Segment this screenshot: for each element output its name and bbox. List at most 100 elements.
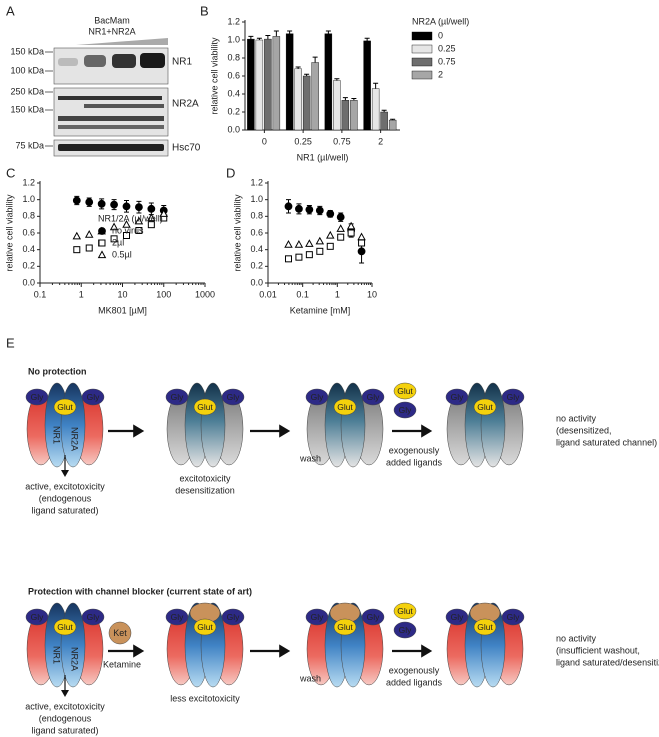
y-tick-label: 0.2 — [250, 261, 263, 271]
point — [284, 255, 292, 263]
point — [109, 222, 119, 231]
legend-marker — [98, 227, 106, 235]
point — [72, 196, 81, 205]
bar — [371, 88, 380, 131]
glycine-label: Gly — [31, 392, 45, 402]
glycine-label: Gly — [311, 612, 325, 622]
point — [295, 204, 303, 213]
point — [295, 253, 303, 261]
y-tick-label: 0.8 — [227, 52, 240, 62]
ligand-caption: added ligands — [386, 457, 443, 467]
glycine — [361, 608, 385, 626]
glutamate — [193, 618, 217, 636]
point — [357, 232, 366, 241]
glycine-label: Gly — [171, 612, 185, 622]
glycine-label: Gly — [31, 612, 45, 622]
y-axis-label: relative cell viability — [209, 37, 219, 115]
glutamate — [473, 398, 497, 416]
point — [110, 200, 118, 209]
y-tick-label: 0.6 — [227, 70, 240, 80]
x-tick-label: 0 — [262, 136, 267, 146]
state-caption: (endogenous — [39, 713, 92, 723]
x-tick-label: 100 — [156, 289, 171, 299]
glutamate — [53, 618, 77, 636]
x-tick-label: 1 — [335, 289, 340, 299]
bar — [294, 68, 302, 131]
point — [337, 233, 345, 241]
x-tick-label: 0.1 — [296, 289, 309, 299]
result-caption: (desensitized, — [556, 425, 612, 435]
point — [326, 230, 335, 239]
bar — [285, 33, 294, 131]
ligand-caption: exogenously — [389, 445, 440, 455]
state-caption: ligand saturated) — [31, 725, 98, 735]
glutamate — [393, 602, 417, 620]
state-caption: ligand saturated) — [31, 505, 98, 515]
panel-letter: D — [226, 165, 235, 180]
protein-label: Hsc70 — [172, 143, 201, 154]
glycine-label: Gly — [451, 612, 465, 622]
y-tick-label: 0.4 — [227, 88, 240, 98]
legend-label: 0.75 — [438, 56, 456, 66]
row-title: No protection — [28, 366, 87, 376]
y-tick-label: 0.0 — [250, 277, 263, 287]
point — [135, 227, 143, 234]
x-axis-label: MK801 [µM] — [98, 305, 147, 315]
point — [284, 202, 293, 211]
row-title: Protection with channel blocker (current… — [28, 586, 252, 596]
y-tick-label: 0.8 — [250, 211, 263, 221]
glutamate-label: Glut — [337, 622, 353, 632]
bar — [350, 100, 358, 131]
x-tick-label: 10 — [367, 289, 377, 299]
marker-label: 250 kDa — [10, 86, 44, 96]
x-tick-label: 2 — [378, 136, 383, 146]
y-tick-label: 0.0 — [22, 277, 35, 287]
legend-label: 2µl — [112, 237, 124, 247]
legend-label: no virus — [112, 225, 144, 235]
legend-marker — [98, 239, 106, 247]
legend-label: 2 — [438, 69, 443, 79]
glycine — [393, 621, 417, 639]
result-caption: no activity — [556, 633, 597, 643]
legend-swatch — [411, 31, 433, 41]
point — [134, 216, 144, 225]
glutamate — [473, 618, 497, 636]
x-tick-label: 1 — [79, 289, 84, 299]
point — [315, 206, 324, 215]
ketamine — [108, 621, 132, 645]
x-axis-label: NR1 (µl/well) — [297, 152, 349, 162]
glycine — [25, 388, 49, 406]
panel-letter: A — [6, 3, 15, 18]
x-tick-label: 10 — [117, 289, 127, 299]
x-tick-label: 0.01 — [259, 289, 277, 299]
glycine — [165, 388, 189, 406]
glutamate — [53, 398, 77, 416]
result-caption: no activity — [556, 413, 597, 423]
subunit-label: NR2A — [70, 427, 80, 451]
y-tick-label: 1.2 — [227, 16, 240, 26]
point — [326, 242, 334, 250]
bar — [324, 33, 333, 131]
panel-letter: B — [200, 3, 209, 18]
point — [97, 199, 106, 208]
ligand-caption: exogenously — [389, 665, 440, 675]
point — [336, 224, 345, 232]
band — [58, 96, 162, 100]
glycine — [81, 388, 105, 406]
subunit-label: NR2A — [70, 647, 80, 671]
glycine — [221, 388, 245, 406]
legend-label: 0.5µl — [112, 249, 132, 259]
point — [110, 235, 118, 243]
glutamate-label: Glut — [197, 402, 213, 412]
band — [84, 55, 106, 67]
bar — [363, 40, 371, 131]
subunit-inner — [60, 382, 86, 468]
point — [122, 202, 131, 211]
point — [72, 231, 82, 240]
glycine-label: Gly — [451, 392, 465, 402]
point — [284, 240, 293, 248]
y-tick-label: 1.2 — [22, 177, 35, 187]
legend-label: 0.25 — [438, 43, 456, 53]
y-tick-label: 0.6 — [22, 227, 35, 237]
point — [85, 244, 93, 252]
